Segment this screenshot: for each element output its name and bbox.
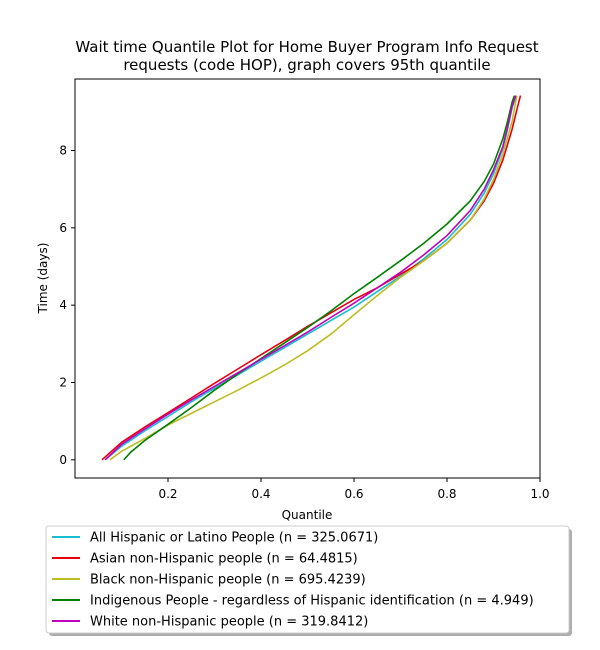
- chart-title-line-2: requests (code HOP), graph covers 95th q…: [123, 56, 490, 74]
- series-line-1: [104, 95, 517, 461]
- series-line-4: [123, 95, 516, 461]
- x-tick-label: 0.2: [158, 487, 177, 501]
- legend-label-2: Asian non-Hispanic people (n = 64.4815): [90, 552, 358, 567]
- legend-box: [45, 525, 570, 634]
- plot-frame: [74, 78, 541, 479]
- series-line-3: [109, 95, 518, 461]
- y-tick-label: 6: [59, 221, 67, 235]
- series-lines: [101, 95, 522, 461]
- x-axis-label: Quantile: [282, 508, 333, 522]
- y-axis-ticks: 0 2 4 6 8: [59, 144, 75, 467]
- legend-label-3: Black non-Hispanic people (n = 695.4239): [90, 573, 366, 588]
- y-tick-label: 2: [59, 376, 67, 390]
- series-line-2: [101, 95, 522, 461]
- legend-label-5: White non-Hispanic people (n = 319.8412): [90, 615, 368, 630]
- x-tick-label: 0.6: [344, 487, 363, 501]
- x-tick-label: 0.8: [437, 487, 456, 501]
- legend-label-1: All Hispanic or Latino People (n = 325.0…: [90, 531, 378, 546]
- y-tick-label: 4: [59, 298, 67, 312]
- chart-title-line-1: Wait time Quantile Plot for Home Buyer P…: [75, 38, 538, 56]
- series-line-5: [104, 95, 517, 461]
- x-tick-label: 0.4: [251, 487, 270, 501]
- legend-items: All Hispanic or Latino People (n = 325.0…: [52, 531, 534, 630]
- y-axis-label: Time (days): [36, 243, 50, 315]
- legend: All Hispanic or Latino People (n = 325.0…: [45, 525, 572, 636]
- legend-label-4: Indigenous People - regardless of Hispan…: [90, 594, 534, 609]
- y-tick-label: 8: [59, 144, 67, 158]
- x-axis-ticks: 0.2 0.4 0.6 0.8 1.0: [158, 478, 550, 501]
- x-tick-label: 1.0: [530, 487, 549, 501]
- y-tick-label: 0: [59, 453, 67, 467]
